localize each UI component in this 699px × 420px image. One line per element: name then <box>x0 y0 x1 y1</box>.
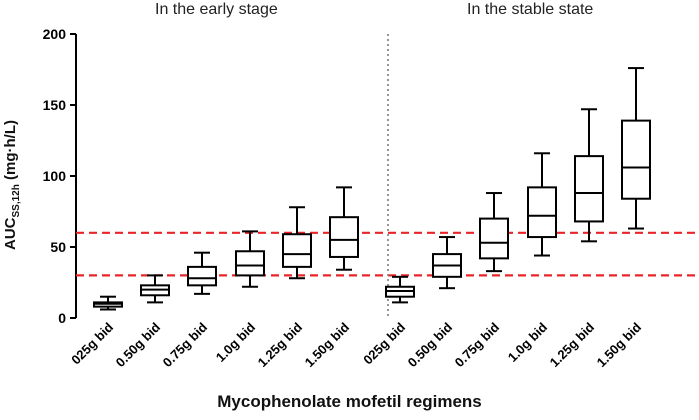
x-axis-label: Mycophenolate mofetil regimens <box>217 392 482 411</box>
box-stable-5 <box>574 108 604 243</box>
x-tick-label: 1.50g bid <box>594 319 644 369</box>
x-tick-label: 0.50g bid <box>113 319 163 369</box>
box-stable-6 <box>621 67 651 230</box>
box-iqr <box>235 250 265 277</box>
box-early-1 <box>93 295 123 311</box>
x-tick-label: 025g bid <box>68 319 116 367</box>
box-early-4 <box>235 230 265 288</box>
box-iqr <box>527 186 557 239</box>
y-tick-label: 50 <box>50 239 66 255</box>
box-iqr <box>621 119 651 200</box>
x-tick-label: 025g bid <box>360 319 408 367</box>
box-early-6 <box>329 186 359 271</box>
box-early-2 <box>140 274 170 304</box>
box-stable-4 <box>527 152 557 257</box>
y-tick-label: 150 <box>43 97 67 113</box>
box-iqr <box>479 217 509 260</box>
y-tick-label: 200 <box>43 26 67 42</box>
box-early-5 <box>282 206 312 280</box>
panel-title-early: In the early stage <box>155 1 278 18</box>
y-tick-label: 0 <box>58 310 66 326</box>
box-iqr <box>282 233 312 268</box>
x-tick-label: 1.25g bid <box>255 319 305 369</box>
panel-title-stable: In the stable state <box>467 1 594 18</box>
box-stable-3 <box>479 192 509 273</box>
x-tick-label: 1.50g bid <box>302 319 352 369</box>
y-axis-label: AUCSS,12h (mg·h/L) <box>2 119 22 250</box>
box-early-3 <box>187 251 217 295</box>
x-tick-label: 0.75g bid <box>452 319 502 369</box>
x-tick-label: 0.50g bid <box>405 319 455 369</box>
x-tick-label: 0.75g bid <box>160 319 210 369</box>
x-tick-label: 1.0g bid <box>505 319 550 364</box>
x-tick-label: 1.25g bid <box>547 319 597 369</box>
box-stable-1 <box>385 275 415 304</box>
box-iqr <box>329 216 359 258</box>
box-iqr <box>574 155 604 223</box>
x-tick-label: 1.0g bid <box>213 319 258 364</box>
box-iqr <box>187 265 217 287</box>
box-stable-2 <box>432 236 462 290</box>
y-tick-label: 100 <box>43 168 67 184</box>
